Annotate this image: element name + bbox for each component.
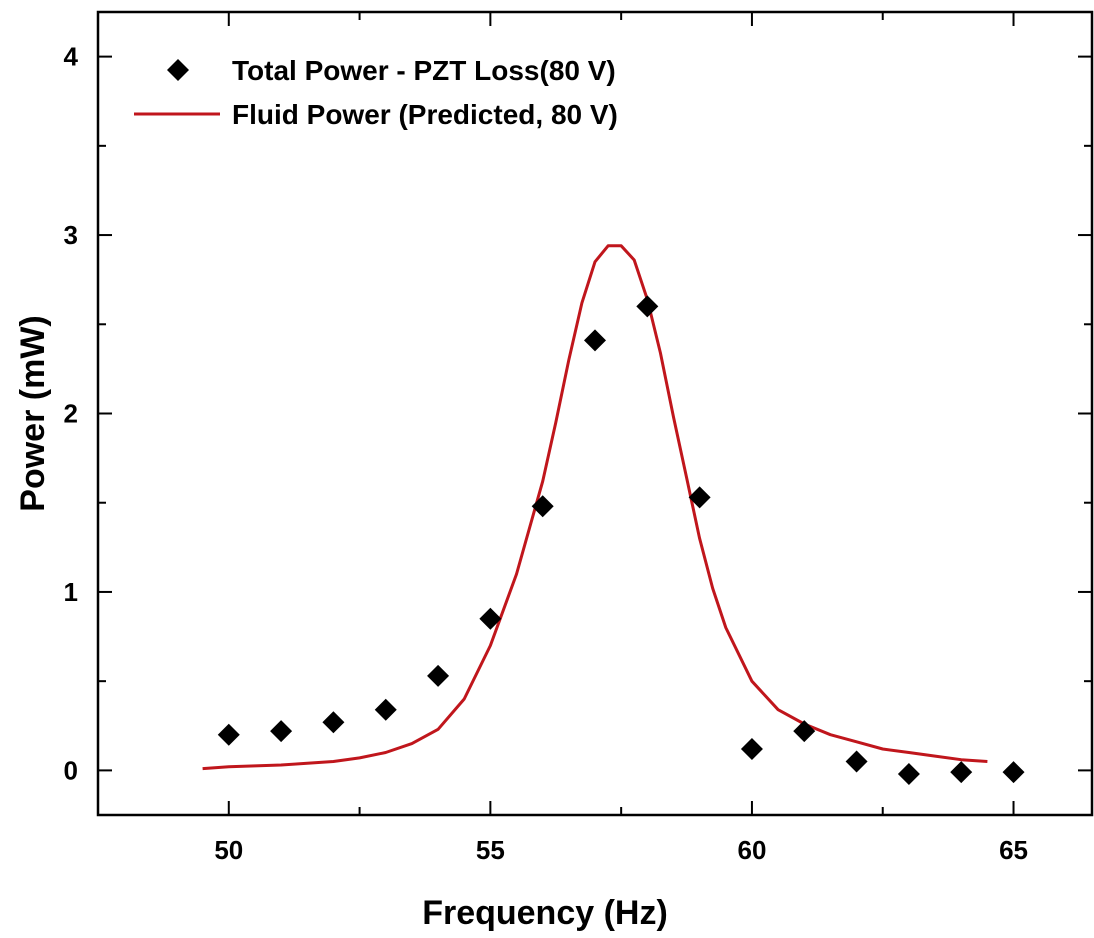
x-tick-label: 65: [999, 835, 1028, 865]
total-power-point: [636, 295, 659, 318]
total-power-point: [479, 607, 502, 630]
legend-label-fluid-power: Fluid Power (Predicted, 80 V): [232, 99, 618, 130]
total-power-point: [584, 329, 606, 352]
total-power-point: [270, 720, 293, 743]
y-tick-label: 0: [64, 755, 78, 785]
y-axis-title: Power (mW): [14, 315, 52, 511]
plot-frame: [96, 10, 1094, 817]
series-layer: [202, 244, 1025, 785]
total-power-point: [374, 698, 397, 721]
fluid-power-line: [202, 244, 988, 771]
legend-marker-total-power: [167, 59, 189, 81]
tick-labels: 50 55 60 65 0 1 2 3 4: [64, 42, 1028, 865]
total-power-point: [740, 737, 763, 760]
legend: Total Power - PZT Loss(80 V) Fluid Power …: [134, 55, 618, 130]
total-power-point: [845, 750, 868, 773]
total-power-point: [217, 723, 240, 746]
y-tick-label: 4: [64, 42, 79, 72]
y-tick-label: 2: [64, 399, 78, 429]
axis-ticks: [97, 12, 1092, 815]
total-power-point: [322, 711, 345, 734]
total-power-point: [950, 761, 973, 784]
total-power-point: [897, 762, 920, 785]
x-tick-label: 55: [476, 835, 505, 865]
total-power-point: [1002, 761, 1025, 784]
total-power-point: [688, 486, 711, 509]
y-tick-label: 3: [64, 220, 78, 250]
total-power-point: [427, 664, 450, 687]
total-power-point: [793, 720, 816, 743]
legend-label-total-power: Total Power - PZT Loss(80 V): [232, 55, 616, 86]
total-power-point: [531, 495, 554, 518]
x-tick-label: 60: [737, 835, 766, 865]
plot-border: [96, 10, 1094, 817]
x-axis-title: Frequency (Hz): [422, 894, 668, 932]
x-tick-label: 50: [214, 835, 243, 865]
y-tick-label: 1: [64, 577, 78, 607]
